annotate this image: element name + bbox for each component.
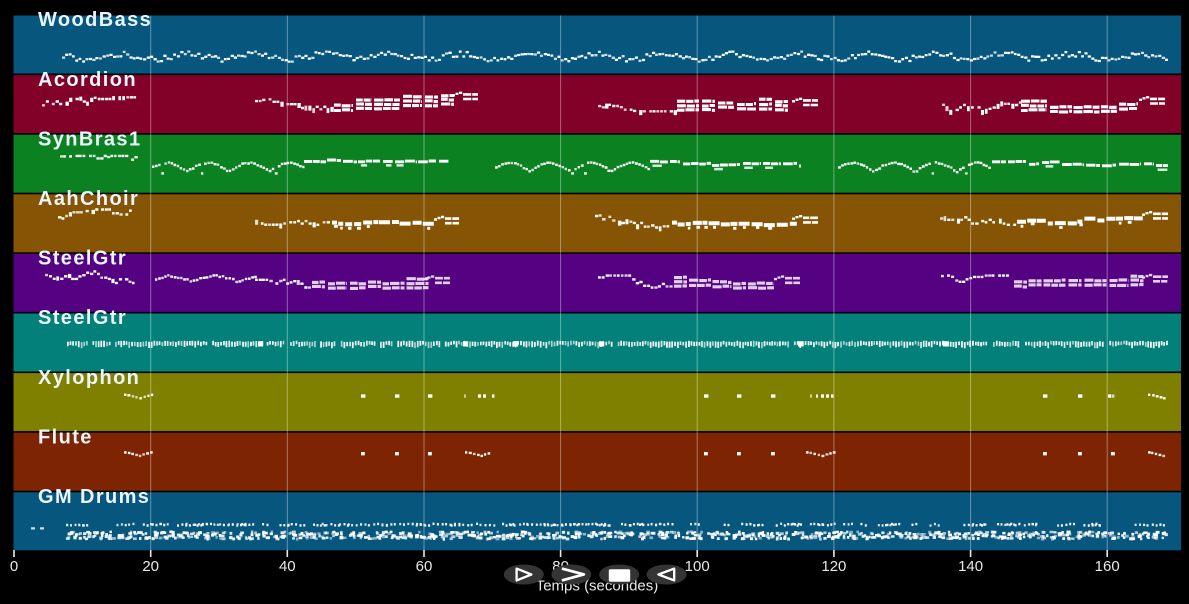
svg-text:60: 60 — [416, 558, 433, 575]
svg-text:Acordion: Acordion — [38, 69, 137, 91]
svg-text:0: 0 — [10, 558, 18, 575]
svg-text:160: 160 — [1095, 558, 1120, 575]
svg-text:SteelGtr: SteelGtr — [38, 248, 127, 270]
svg-text:SynBras1: SynBras1 — [38, 128, 141, 150]
svg-text:40: 40 — [279, 558, 296, 575]
svg-text:AahChoir: AahChoir — [38, 188, 139, 210]
svg-text:SteelGtr: SteelGtr — [38, 307, 127, 329]
svg-text:20: 20 — [142, 558, 159, 575]
svg-text:100: 100 — [685, 558, 710, 575]
svg-text:WoodBass: WoodBass — [38, 9, 152, 31]
svg-text:140: 140 — [958, 558, 983, 575]
svg-text:120: 120 — [821, 558, 846, 575]
svg-text:Temps (secondes): Temps (secondes) — [536, 578, 659, 595]
svg-text:Flute: Flute — [38, 426, 93, 448]
svg-text:Xylophon: Xylophon — [38, 367, 140, 389]
svg-text:GM Drums: GM Drums — [38, 486, 150, 508]
